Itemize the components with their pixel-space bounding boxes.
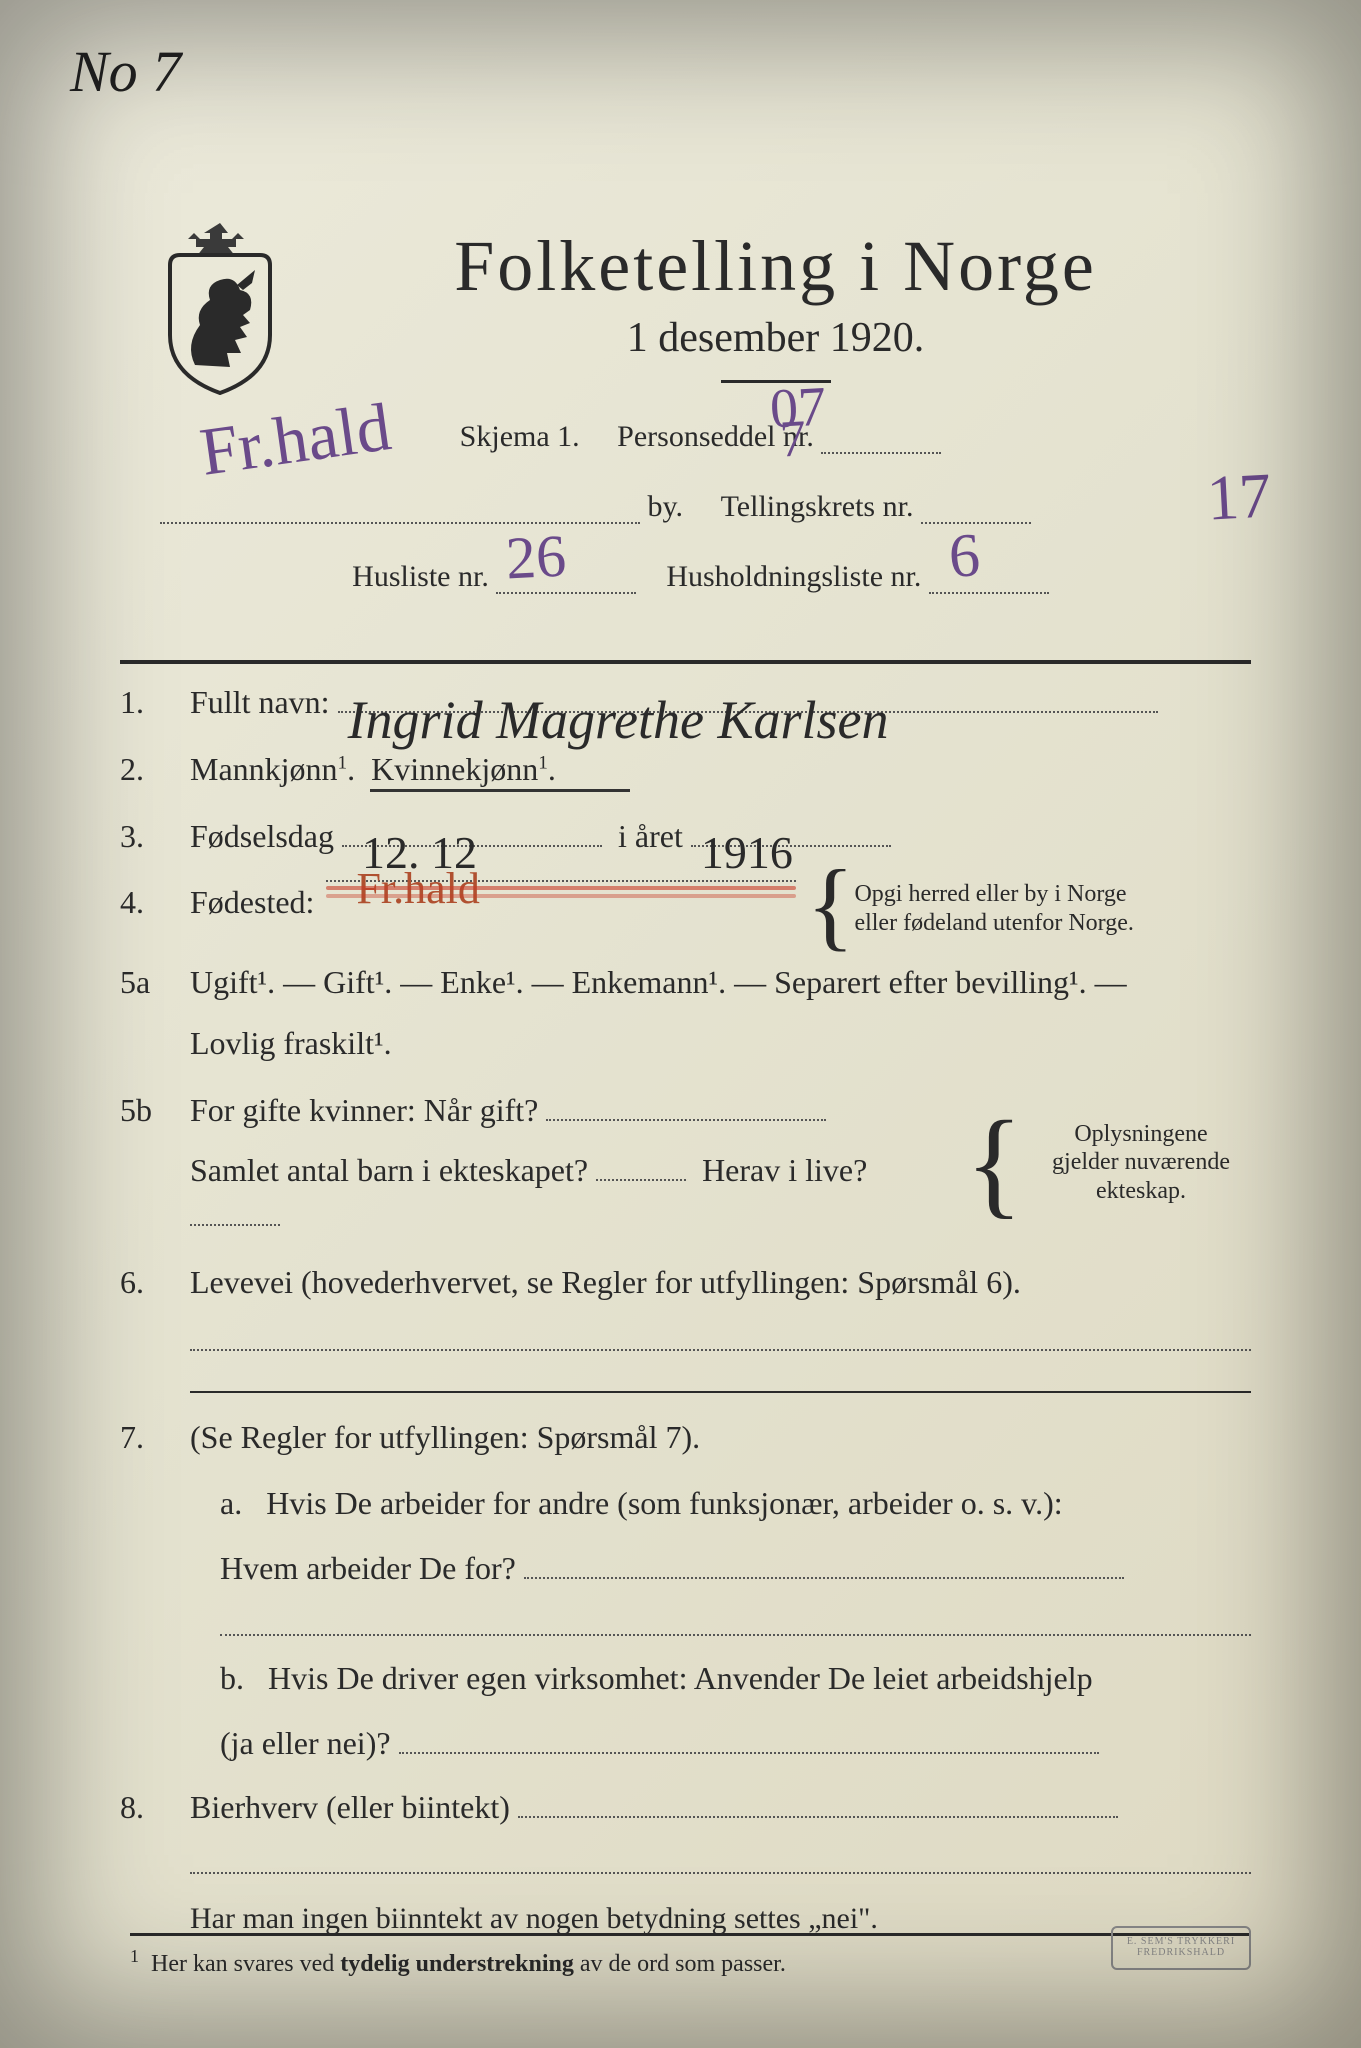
coat-of-arms-icon: [155, 215, 285, 395]
husliste-label: Husliste nr.: [352, 560, 489, 593]
meta-line-1: Skjema 1. Personseddel nr. 07 7 Fr.hald: [160, 420, 1241, 490]
q5a-options: Ugift¹. — Gift¹. — Enke¹. — Enkemann¹. —…: [190, 964, 1127, 1000]
q5a: 5a Ugift¹. — Gift¹. — Enke¹. — Enkemann¹…: [120, 960, 1251, 1005]
q7b-text2: (ja eller nei)?: [220, 1725, 391, 1761]
q6: 6. Levevei (hovederhvervet, se Regler fo…: [120, 1260, 1251, 1305]
q7: 7. (Se Regler for utfyllingen: Spørsmål …: [120, 1415, 1251, 1460]
footnote-text: Her kan svares ved tydelig understreknin…: [151, 1951, 786, 1977]
q1-num: 1.: [120, 680, 190, 725]
q5a-num: 5a: [120, 960, 190, 1005]
questions: 1. Fullt navn: Ingrid Magrethe Karlsen 2…: [120, 680, 1251, 1940]
q7b-label: b.: [220, 1660, 244, 1696]
tellingskrets-label: Tellingskrets nr.: [721, 490, 914, 523]
form-meta: Skjema 1. Personseddel nr. 07 7 Fr.hald …: [160, 420, 1241, 630]
husholdning-field: 6: [929, 561, 1049, 594]
q5a-line2-text: Lovlig fraskilt¹.: [190, 1025, 392, 1061]
q1-field: Ingrid Magrethe Karlsen: [338, 711, 1158, 713]
q3-num: 3.: [120, 814, 190, 859]
q6-line: [190, 1327, 1251, 1351]
q5b-label1: For gifte kvinner: Når gift?: [190, 1092, 538, 1128]
q7-label: (Se Regler for utfyllingen: Spørsmål 7).: [190, 1419, 700, 1455]
q4-note: Opgi herred eller by i Norge eller fødel…: [854, 880, 1204, 938]
q7b-field: [399, 1752, 1099, 1754]
q3: 3. Fødselsdag 12. 12 i året 1916: [120, 814, 1251, 859]
meta-line-2: by. Tellingskrets nr. 17: [160, 490, 1241, 560]
subtitle: 1 desember 1920.: [310, 314, 1241, 362]
q7a-label: a.: [220, 1485, 242, 1521]
q7b: b. Hvis De driver egen virksomhet: Anven…: [220, 1656, 1251, 1766]
q7-num: 7.: [120, 1415, 190, 1460]
q4: 4. Fødested: Fr.hald { Opgi herred eller…: [120, 880, 1251, 938]
husliste-value: 26: [505, 521, 569, 593]
q4-strike-2: [326, 894, 796, 898]
header: Folketelling i Norge 1 desember 1920.: [310, 225, 1241, 401]
q8-line2: [190, 1852, 1251, 1874]
top-handwritten-number: No 7: [70, 38, 181, 105]
by-field: [160, 491, 640, 524]
meta-line-3: Husliste nr. 26 Husholdningsliste nr. 6: [160, 560, 1241, 630]
q3-year-field: 1916: [691, 845, 891, 847]
main-divider: [120, 660, 1251, 664]
q1: 1. Fullt navn: Ingrid Magrethe Karlsen: [120, 680, 1251, 725]
q2-k: Kvinnekjønn: [371, 751, 538, 792]
q5b-field1: [546, 1119, 826, 1121]
husliste-field: 26: [496, 561, 636, 594]
q7a: a. Hvis De arbeider for andre (som funks…: [220, 1481, 1251, 1591]
q7a-text2: Hvem arbeider De for?: [220, 1550, 516, 1586]
q5b-field3: [190, 1224, 280, 1226]
census-form-page: No 7 Folketelling i Norge 1 desember 192…: [0, 0, 1361, 2048]
husholdning-value: 6: [947, 520, 982, 593]
q3-label-day: Fødselsdag: [190, 818, 334, 854]
q7a-field: [524, 1577, 1124, 1579]
printer-stamp: E. SEM'S TRYKKERIFREDRIKSHALD: [1111, 1926, 1251, 1970]
q7a-text1: Hvis De arbeider for andre (som funksjon…: [266, 1485, 1062, 1521]
footnote: 1 ¹ Her kan svares ved tydelig understre…: [130, 1933, 1251, 1978]
q6-num: 6.: [120, 1260, 190, 1305]
by-handwritten: Fr.hald: [195, 387, 395, 492]
q8-field: [518, 1816, 1118, 1818]
q1-label: Fullt navn:: [190, 684, 330, 720]
q8: 8. Bierhverv (eller biintekt): [120, 1785, 1251, 1830]
by-label: by.: [648, 490, 684, 523]
q5b-label2: Samlet antal barn i ekteskapet?: [190, 1152, 588, 1188]
q5b-note: Oplysningene gjelder nuværende ekteskap.: [1031, 1120, 1251, 1206]
tellingskrets-value: 17: [1205, 458, 1273, 535]
q8-num: 8.: [120, 1785, 190, 1830]
q5b: 5b For gifte kvinner: Når gift? Samlet a…: [120, 1088, 1251, 1238]
q5b-label3: Herav i live?: [702, 1152, 867, 1188]
q4-field: Fr.hald: [326, 880, 796, 882]
q5a-line2: Lovlig fraskilt¹.: [120, 1021, 1251, 1066]
q5b-num: 5b: [120, 1088, 190, 1133]
tellingskrets-field: [921, 491, 1031, 524]
skjema-label: Skjema 1.: [460, 420, 580, 453]
q2-m: Mannkjønn: [190, 751, 338, 787]
q7b-text1: Hvis De driver egen virksomhet: Anvender…: [268, 1660, 1093, 1696]
q4-num: 4.: [120, 880, 190, 925]
q7a-line2: [220, 1614, 1251, 1636]
q3-label-year: i året: [618, 818, 683, 854]
title: Folketelling i Norge: [310, 225, 1241, 308]
personseddel-value: 7: [778, 409, 807, 469]
q5b-brace: {: [965, 1133, 1023, 1193]
divider-after-q6: [190, 1391, 1251, 1393]
q3-day-field: 12. 12: [342, 845, 602, 847]
q4-strike: [326, 886, 796, 890]
q2: 2. Mannkjønn1. Kvinnekjønn1.: [120, 747, 1251, 792]
q2-underline: [370, 789, 630, 792]
q5b-field2: [596, 1179, 686, 1181]
q6-label: Levevei (hovederhvervet, se Regler for u…: [190, 1264, 1021, 1300]
q2-num: 2.: [120, 747, 190, 792]
q4-brace: {: [806, 880, 854, 930]
q8-label: Bierhverv (eller biintekt): [190, 1789, 510, 1825]
personseddel-field: [821, 421, 941, 454]
q3-year-value: 1916: [701, 821, 793, 885]
q4-label: Fødested:: [190, 880, 314, 925]
husholdning-label: Husholdningsliste nr.: [666, 560, 921, 593]
